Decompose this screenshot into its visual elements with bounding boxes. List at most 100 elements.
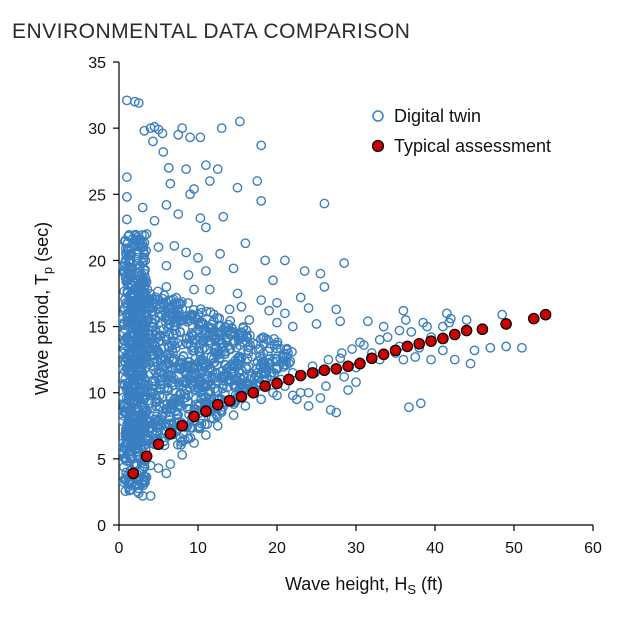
digital-twin-point xyxy=(189,438,199,448)
digital-twin-point xyxy=(331,304,342,315)
x-tick-label: 10 xyxy=(189,540,207,557)
typical-assessment-point xyxy=(259,380,271,392)
digital-twin-point xyxy=(279,349,290,359)
digital-twin-point xyxy=(194,421,204,432)
digital-twin-point xyxy=(151,333,162,343)
digital-twin-point xyxy=(225,344,236,355)
digital-twin-point xyxy=(259,332,269,343)
digital-twin-point xyxy=(122,192,132,202)
digital-twin-point xyxy=(299,266,310,276)
digital-twin-point xyxy=(406,326,417,337)
digital-twin-point xyxy=(272,362,282,373)
digital-twin-point xyxy=(198,335,209,346)
digital-twin-point xyxy=(134,342,145,353)
digital-twin-point xyxy=(258,356,269,367)
digital-twin-point xyxy=(165,459,176,470)
typical-assessment-point xyxy=(425,335,437,347)
digital-twin-point xyxy=(325,405,336,415)
digital-twin-point xyxy=(197,319,208,330)
digital-twin-point xyxy=(272,297,282,308)
digital-twin-point xyxy=(256,140,267,151)
typical-assessment-point xyxy=(539,308,552,321)
typical-assessment-series xyxy=(127,308,552,480)
typical-assessment-point xyxy=(283,373,295,386)
digital-twin-point xyxy=(263,346,274,357)
digital-twin-point xyxy=(211,343,221,354)
digital-twin-point xyxy=(272,317,282,328)
digital-twin-point xyxy=(190,353,201,364)
digital-twin-point xyxy=(119,267,130,278)
chart-title: ENVIRONMENTAL DATA COMPARISON xyxy=(12,20,411,44)
x-axis-label-main: Wave height, H xyxy=(285,574,407,594)
digital-twin-point xyxy=(128,355,139,366)
digital-twin-point xyxy=(136,316,147,327)
digital-twin-point xyxy=(127,380,138,391)
typical-assessment-point xyxy=(306,367,319,379)
y-tick-label: 20 xyxy=(88,253,106,270)
y-tick-label: 0 xyxy=(97,518,106,535)
typical-assessment-point xyxy=(476,323,489,336)
x-axis-label: Wave height, HS (ft) xyxy=(285,574,443,597)
digital-twin-point xyxy=(145,460,156,471)
digital-twin-point xyxy=(137,425,148,436)
digital-twin-point xyxy=(141,229,152,239)
digital-twin-point xyxy=(132,402,143,413)
digital-twin-point xyxy=(124,365,135,375)
digital-twin-point xyxy=(347,344,357,354)
digital-twin-point xyxy=(319,281,330,292)
digital-twin-point xyxy=(182,333,192,343)
digital-twin-point xyxy=(200,380,211,390)
digital-twin-point xyxy=(228,379,239,390)
digital-twin-point xyxy=(139,284,150,295)
digital-twin-point xyxy=(123,481,134,492)
digital-twin-point xyxy=(208,315,219,326)
digital-twin-point xyxy=(172,338,183,349)
digital-twin-point xyxy=(140,362,151,373)
digital-twin-point xyxy=(118,442,129,452)
typical-assessment-point xyxy=(223,394,236,407)
digital-twin-point xyxy=(315,393,326,403)
digital-twin-point xyxy=(465,358,476,369)
digital-twin-point xyxy=(217,365,228,376)
legend-digital-twin-marker xyxy=(372,110,384,122)
digital-twin-point xyxy=(137,405,148,416)
digital-twin-point xyxy=(205,362,215,373)
digital-twin-point xyxy=(323,354,334,365)
digital-twin-point xyxy=(181,247,192,258)
digital-twin-point xyxy=(148,357,159,367)
digital-twin-point xyxy=(287,321,298,332)
digital-twin-point xyxy=(400,315,411,325)
digital-twin-point xyxy=(157,128,168,139)
digital-twin-point xyxy=(311,319,322,329)
digital-twin-point xyxy=(240,238,251,249)
digital-twin-point xyxy=(165,178,176,189)
digital-twin-point xyxy=(497,309,508,320)
digital-twin-point xyxy=(129,373,140,384)
typical-assessment-point xyxy=(294,369,307,382)
digital-twin-point xyxy=(132,252,142,263)
typical-assessment-point xyxy=(389,344,402,357)
digital-twin-point xyxy=(437,345,448,356)
digital-twin-point xyxy=(132,396,143,407)
digital-twin-point xyxy=(161,260,172,271)
digital-twin-point xyxy=(177,449,188,460)
digital-twin-point xyxy=(469,345,480,356)
digital-twin-point xyxy=(139,125,150,136)
digital-twin-point xyxy=(404,402,414,413)
digital-twin-point xyxy=(153,294,164,305)
typical-assessment-point xyxy=(377,348,390,361)
digital-twin-point xyxy=(133,241,143,252)
digital-twin-point xyxy=(236,327,246,338)
digital-twin-point xyxy=(171,388,181,398)
digital-twin-point xyxy=(208,327,218,337)
digital-twin-point xyxy=(162,358,172,369)
digital-twin-point xyxy=(141,435,152,446)
digital-twin-point xyxy=(339,371,350,382)
digital-twin-point xyxy=(205,307,216,318)
digital-twin-point xyxy=(236,301,247,312)
digital-twin-point xyxy=(268,387,278,398)
digital-twin-point xyxy=(201,306,212,317)
digital-twin-point xyxy=(279,308,290,319)
digital-twin-point xyxy=(214,321,225,331)
